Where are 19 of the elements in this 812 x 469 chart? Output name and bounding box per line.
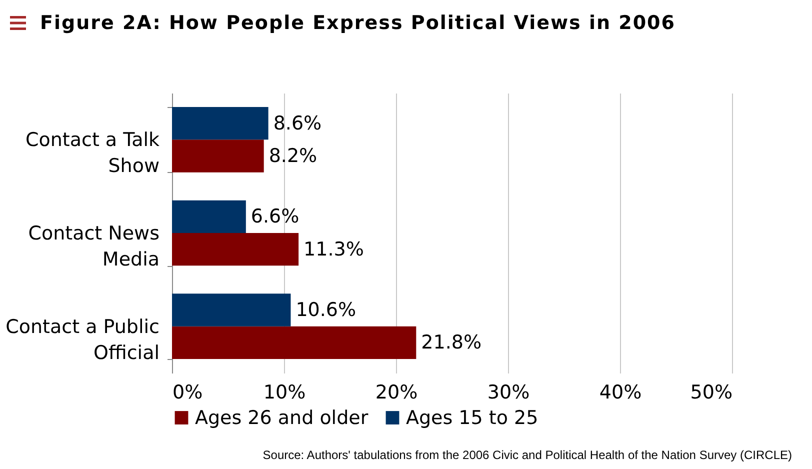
data-label: 10.6%	[296, 299, 356, 321]
data-label: 6.6%	[250, 206, 300, 228]
y-tick-label: Contact a Talk Show	[25, 129, 160, 178]
legend-label: Ages 15 to 25	[406, 406, 538, 429]
x-tick-label: 0%	[172, 382, 203, 404]
source-note: Source: Authors' tabulations from the 2006 Civic and Political Health of the Nation Survey (CIRCLE)	[262, 448, 793, 462]
x-tick-label: 30%	[487, 382, 530, 404]
y-tick-label: Contact a Public Official	[6, 316, 160, 364]
y-tick-label: Contact News Media	[28, 222, 160, 270]
x-tick-label: 20%	[375, 382, 418, 404]
x-tick-label: 10%	[263, 382, 306, 404]
data-label: 21.8%	[421, 332, 482, 354]
data-label: 8.6%	[273, 112, 322, 134]
data-label: 11.3%	[304, 238, 364, 260]
x-tick-label: 50%	[690, 382, 732, 404]
chart-title: Figure 2A: How People Express Political Views in 2006	[40, 11, 676, 36]
legend-label: Ages 26 and older	[195, 406, 368, 429]
x-tick-label: 40%	[599, 382, 642, 404]
data-label: 8.2%	[268, 145, 318, 167]
